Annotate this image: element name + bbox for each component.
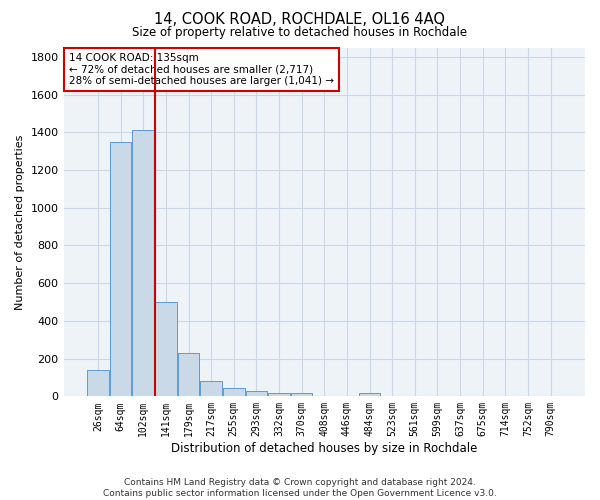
Bar [178, 353, 199, 397]
Text: Size of property relative to detached houses in Rochdale: Size of property relative to detached ho… [133, 26, 467, 39]
Text: 14, COOK ROAD, ROCHDALE, OL16 4AQ: 14, COOK ROAD, ROCHDALE, OL16 4AQ [155, 12, 445, 28]
Bar [155, 302, 176, 396]
Bar [200, 381, 222, 396]
Bar [133, 130, 154, 396]
Bar [268, 392, 290, 396]
Bar [87, 370, 109, 396]
Bar [110, 142, 131, 397]
Text: Contains HM Land Registry data © Crown copyright and database right 2024.
Contai: Contains HM Land Registry data © Crown c… [103, 478, 497, 498]
Bar [223, 388, 245, 396]
Text: 14 COOK ROAD: 135sqm
← 72% of detached houses are smaller (2,717)
28% of semi-de: 14 COOK ROAD: 135sqm ← 72% of detached h… [69, 52, 334, 86]
Bar [359, 392, 380, 396]
Y-axis label: Number of detached properties: Number of detached properties [15, 134, 25, 310]
Bar [245, 390, 267, 396]
Bar [291, 392, 313, 396]
X-axis label: Distribution of detached houses by size in Rochdale: Distribution of detached houses by size … [171, 442, 478, 455]
